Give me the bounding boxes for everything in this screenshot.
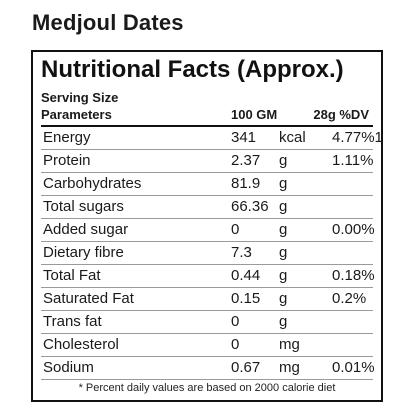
nutrient-value: 0 xyxy=(231,336,240,353)
nutrition-table: Energy 341 kcal 4.77%1 Protein 2.37 g 1.… xyxy=(41,125,383,380)
nutrient-name: Cholesterol xyxy=(43,336,119,353)
nutrition-facts-heading: Nutritional Facts (Approx.) xyxy=(41,56,344,83)
table-row: Total sugars 66.36 g xyxy=(41,196,373,219)
table-row: Protein 2.37 g 1.11% xyxy=(41,150,373,173)
nutrient-unit: g xyxy=(279,290,288,307)
nutrient-unit: g xyxy=(279,221,288,238)
nutrition-facts-panel: Nutritional Facts (Approx.) Serving Size… xyxy=(31,50,383,402)
nutrient-dv: 0.00% xyxy=(332,221,375,238)
nutrient-unit: g xyxy=(279,267,288,284)
serving-size-label: Serving Size xyxy=(41,90,119,105)
nutrient-value: 7.3 xyxy=(231,244,252,261)
nutrient-name: Dietary fibre xyxy=(43,244,124,261)
nutrient-dv: 0.01% xyxy=(332,359,375,376)
nutrient-unit: mg xyxy=(279,336,300,353)
column-header-per-100g: 100 GM xyxy=(231,107,278,122)
table-row: Dietary fibre 7.3 g xyxy=(41,242,373,265)
nutrient-value: 0.67 xyxy=(231,359,261,376)
table-row: Energy 341 kcal 4.77%1 xyxy=(41,127,383,150)
nutrient-dv: 1.11% xyxy=(332,152,374,169)
nutrient-name: Sodium xyxy=(43,359,94,376)
column-header-dv: 28g %DV xyxy=(313,107,369,122)
nutrient-dv: 0.18% xyxy=(332,267,375,284)
nutrient-name: Carbohydrates xyxy=(43,175,142,192)
nutrient-unit: g xyxy=(279,175,288,192)
nutrient-value: 0 xyxy=(231,313,240,330)
nutrient-name: Protein xyxy=(43,152,91,169)
nutrient-value: 66.36 xyxy=(231,198,269,215)
nutrient-name: Total sugars xyxy=(43,198,124,215)
nutrient-name: Added sugar xyxy=(43,221,129,238)
nutrient-value: 0.15 xyxy=(231,290,261,307)
nutrient-value: 2.37 xyxy=(231,152,261,169)
nutrient-name: Trans fat xyxy=(43,313,102,330)
nutrient-unit: g xyxy=(279,198,288,215)
nutrient-unit: g xyxy=(279,244,288,261)
nutrient-unit: kcal xyxy=(279,129,306,146)
nutrient-value: 0.44 xyxy=(231,267,261,284)
nutrient-value: 341 xyxy=(231,129,257,146)
nutrient-value: 0 xyxy=(231,221,240,238)
table-row: Carbohydrates 81.9 g xyxy=(41,173,373,196)
nutrient-value: 81.9 xyxy=(231,175,261,192)
page-title: Medjoul Dates xyxy=(32,10,184,35)
nutrient-unit: g xyxy=(279,313,288,330)
nutrient-name: Saturated Fat xyxy=(43,290,134,307)
table-row: Added sugar 0 g 0.00% xyxy=(41,219,375,242)
table-row: Saturated Fat 0.15 g 0.2% xyxy=(41,288,373,311)
table-header: Parameters 100 GM 28g %DV xyxy=(41,107,373,125)
table-row: Cholesterol 0 mg xyxy=(41,334,373,357)
nutrient-unit: g xyxy=(279,152,288,169)
table-row: Trans fat 0 g xyxy=(41,311,373,334)
nutrient-name: Energy xyxy=(43,129,91,146)
footnote: * Percent daily values are based on 2000… xyxy=(78,382,336,394)
table-row: Sodium 0.67 mg 0.01% xyxy=(41,357,375,380)
column-header-parameters: Parameters xyxy=(41,107,112,122)
table-row: Total Fat 0.44 g 0.18% xyxy=(41,265,375,288)
nutrient-name: Total Fat xyxy=(43,267,101,284)
nutrient-dv: 0.2% xyxy=(332,290,367,307)
nutrient-dv: 4.77%1 xyxy=(332,129,383,146)
nutrient-unit: mg xyxy=(279,359,300,376)
